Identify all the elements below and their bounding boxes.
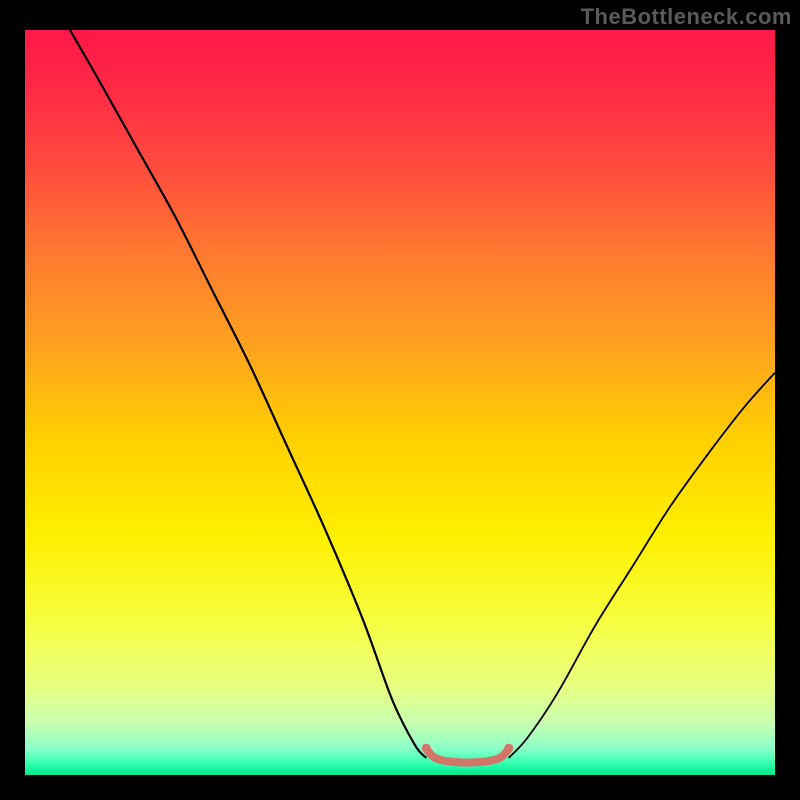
chart-canvas: TheBottleneck.com — [0, 0, 800, 800]
plot-area — [25, 30, 775, 775]
watermark-text: TheBottleneck.com — [581, 4, 792, 30]
trough-endpoint-right — [504, 744, 513, 753]
trough-endpoint-left — [422, 744, 431, 753]
gradient-background — [25, 30, 775, 775]
chart-svg — [25, 30, 775, 775]
